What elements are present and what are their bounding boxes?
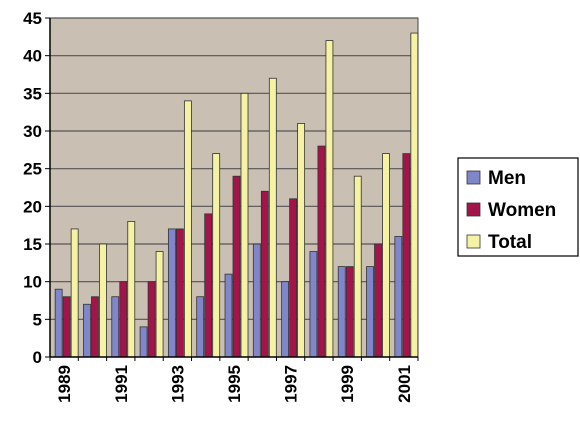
bar-women-1990 [91,296,99,358]
bar-men-1996 [252,243,261,358]
bar-men-1990 [83,303,91,358]
bar-men-1999 [337,266,346,358]
bar-women-1992 [147,281,156,358]
bar-men-1993 [167,228,176,358]
bar-total-1989 [70,228,79,358]
x-tick-label: 1995 [225,365,244,403]
legend-label-total: Total [488,232,532,253]
y-tick-label: 25 [23,160,42,179]
bar-men-1997 [281,281,290,358]
legend-label-women: Women [488,200,556,221]
y-tick-label: 40 [23,47,42,66]
bar-women-1999 [345,266,354,358]
bar-total-2000 [382,153,390,358]
legend-swatch-women [466,202,481,217]
bar-total-1992 [155,251,164,358]
bar-total-1993 [183,100,192,358]
bar-total-1994 [212,153,221,358]
x-tick-label: 1991 [112,365,131,403]
legend-swatch-men [466,170,481,185]
bar-women-1989 [62,296,71,358]
x-tick-label: 1989 [55,365,74,403]
y-tick-label: 35 [23,84,42,103]
bar-women-1993 [175,228,184,358]
bar-women-1994 [204,213,213,358]
bar-women-1996 [260,190,269,358]
bar-men-1994 [196,296,205,358]
bar-women-1991 [119,281,128,358]
bar-total-2001 [410,32,419,358]
bar-men-2000 [366,266,374,358]
bar-men-1989 [54,288,63,358]
x-tick-label: 2001 [395,365,414,403]
bar-men-2001 [394,236,403,358]
y-tick-label: 30 [23,122,42,141]
legend-swatch-total [466,234,481,249]
bar-women-2001 [402,153,411,358]
y-tick-label: 45 [23,9,42,28]
bar-women-1995 [232,175,241,358]
x-tick-label: 1997 [282,365,301,403]
bar-women-1998 [317,145,326,358]
legend-label-men: Men [488,168,526,189]
bar-total-1997 [297,123,306,358]
y-tick-label: 0 [33,348,42,367]
bar-total-1998 [325,40,334,358]
bar-men-1991 [111,296,120,358]
bar-men-1998 [309,251,318,358]
y-tick-label: 15 [23,235,42,254]
bar-total-1999 [353,175,362,358]
bar-women-2000 [374,243,382,358]
x-tick-label: 1999 [338,365,357,403]
y-tick-label: 20 [23,197,42,216]
bar-total-1990 [99,243,107,358]
bar-men-1995 [224,273,233,358]
bar-total-1991 [127,220,136,358]
bar-men-1992 [139,326,148,358]
bar-total-1996 [268,77,277,358]
x-tick-label: 1993 [168,365,187,403]
bar-women-1997 [289,198,298,358]
y-tick-label: 5 [33,310,42,329]
y-tick-label: 10 [23,273,42,292]
bar-total-1995 [240,92,249,358]
